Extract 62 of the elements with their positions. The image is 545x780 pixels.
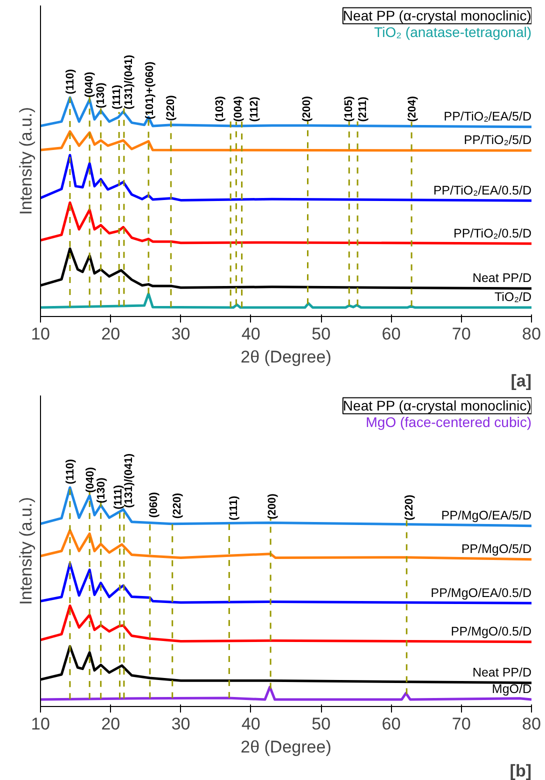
annotation: (111)	[110, 84, 123, 110]
annotation: (101)+(060)	[144, 61, 156, 120]
x-tick-label: 70	[452, 324, 471, 344]
series-label: PP/MgO/EA/0.5/D	[430, 586, 532, 600]
x-axis-title: 2θ (Degree)	[240, 348, 332, 366]
x-tick-label: 40	[241, 714, 260, 734]
annotation: (040)	[84, 71, 96, 98]
x-tick-label: 50	[312, 714, 331, 734]
y-axis-title: Intensity (a.u.)	[16, 107, 36, 215]
annotation: (220)	[164, 94, 177, 121]
annotation: (204)	[406, 96, 418, 122]
series-label: PP/TiO₂/0.5/D	[453, 226, 532, 240]
annotation: (211)	[357, 96, 370, 122]
annotation: (111)	[228, 496, 240, 520]
annotation: (060)	[148, 492, 160, 518]
x-tick-label: 20	[101, 714, 120, 734]
y-axis-title: Intensity (a.u.)	[16, 497, 36, 605]
x-tick-label: 80	[522, 324, 541, 344]
series-label: PP/TiO₂/EA/5/D	[444, 110, 532, 124]
series-label: TiO₂/D	[494, 290, 532, 304]
annotation: (004)	[232, 96, 244, 122]
x-tick-label: 10	[31, 714, 50, 734]
text: Neat PP (α-crystal monoclinic)	[342, 398, 532, 414]
annotation: (200)	[266, 493, 279, 520]
series-label: PP/MgO/EA/5/D	[441, 508, 532, 523]
x-tick-label: 20	[101, 324, 120, 344]
text: Neat PP (α-crystal monoclinic)	[342, 8, 532, 24]
x-tick-label: 10	[31, 324, 50, 344]
annotation: (220)	[403, 494, 416, 520]
annotation: (110)	[64, 458, 76, 484]
x-tick-label: 30	[171, 324, 190, 344]
annotation: (110)	[64, 68, 77, 94]
annotation: (040)	[84, 466, 96, 493]
x-tick-label: 50	[312, 324, 331, 344]
x-tick-label: 60	[382, 324, 401, 344]
annotation: (220)	[171, 492, 184, 519]
series-label: PP/MgO/5/D	[461, 542, 532, 556]
series-label: PP/MgO/0.5/D	[450, 624, 532, 639]
series-label: MgO/D	[492, 682, 532, 696]
annotation: (112)	[248, 96, 260, 122]
x-tick-label: 40	[241, 324, 260, 344]
annotation: (130)	[96, 477, 108, 504]
x-tick-label: 30	[171, 714, 190, 734]
text: [a]	[510, 372, 532, 390]
annotation: (130)	[94, 82, 107, 108]
annotation: (200)	[301, 96, 314, 122]
text: [b]	[510, 762, 532, 780]
annotation: (103)	[214, 96, 226, 122]
x-tick-label: 60	[382, 714, 401, 734]
x-axis-title: 2θ (Degree)	[240, 738, 332, 756]
annotation: (131)/(041)	[122, 453, 135, 508]
series-label: Neat PP/D	[472, 666, 532, 680]
text: MgO (face-centered cubic)	[366, 414, 532, 430]
annotation: (111)	[112, 484, 124, 510]
x-tick-label: 70	[452, 714, 471, 734]
text: TiO₂ (anatase-tetragonal)	[374, 24, 532, 40]
annotation: (131)/(041)	[122, 54, 135, 110]
series-label: PP/TiO₂/EA/0.5/D	[433, 183, 532, 198]
series-label: Neat PP/D	[472, 271, 532, 286]
annotation: (105)	[343, 96, 356, 122]
x-tick-label: 80	[522, 714, 541, 734]
series-label: PP/TiO₂/5/D	[464, 133, 532, 148]
